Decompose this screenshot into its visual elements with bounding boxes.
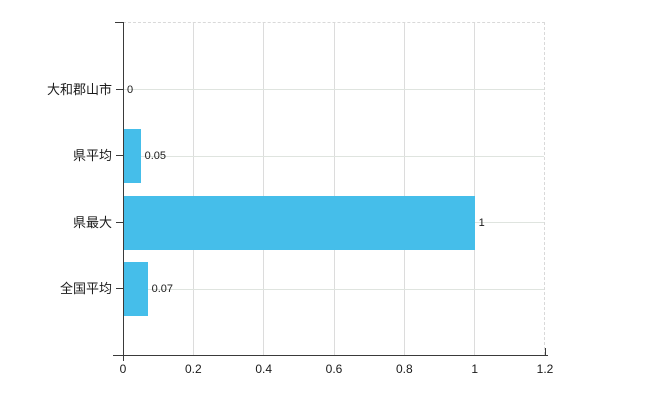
gridline-horizontal <box>123 288 544 290</box>
plot-area: 0 0.05 1 0.07 <box>123 22 545 355</box>
gridline-horizontal <box>123 155 544 157</box>
y-axis-tick <box>116 288 123 290</box>
y-axis-tick <box>116 155 123 157</box>
x-tick-label: 0.2 <box>184 362 202 376</box>
x-tick-label: 0.6 <box>325 362 343 376</box>
category-label: 県最大 <box>72 214 112 230</box>
x-tick-label: 0 <box>119 362 127 376</box>
category-label: 全国平均 <box>59 281 112 297</box>
x-tick-label: 1.2 <box>536 362 554 376</box>
x-tick-label: 0.8 <box>395 362 413 376</box>
bar-value-label: 0.05 <box>144 150 166 163</box>
x-tick-label: 0.4 <box>255 362 272 376</box>
x-axis-end-tick <box>545 348 546 355</box>
gridline-vertical <box>474 23 476 355</box>
category-label: 県平均 <box>72 148 112 164</box>
gridline-vertical <box>333 23 335 355</box>
gridline-horizontal <box>123 89 544 91</box>
y-axis-line <box>123 22 124 361</box>
y-axis-top-tick <box>115 22 123 23</box>
bar-value-label: 0 <box>127 83 134 96</box>
bar <box>123 262 148 317</box>
x-axis-line <box>113 355 548 356</box>
gridline-vertical <box>263 23 265 355</box>
bar-value-label: 1 <box>478 216 485 229</box>
y-axis-tick <box>116 221 123 223</box>
gridline-vertical <box>192 23 194 355</box>
bar-value-label: 0.07 <box>151 283 174 296</box>
y-axis-tick <box>116 88 123 90</box>
gridline-vertical <box>403 23 405 355</box>
category-label: 大和郡山市 <box>46 81 112 97</box>
bar <box>123 129 141 184</box>
x-tick-label: 1 <box>471 362 478 376</box>
bar <box>123 195 475 250</box>
